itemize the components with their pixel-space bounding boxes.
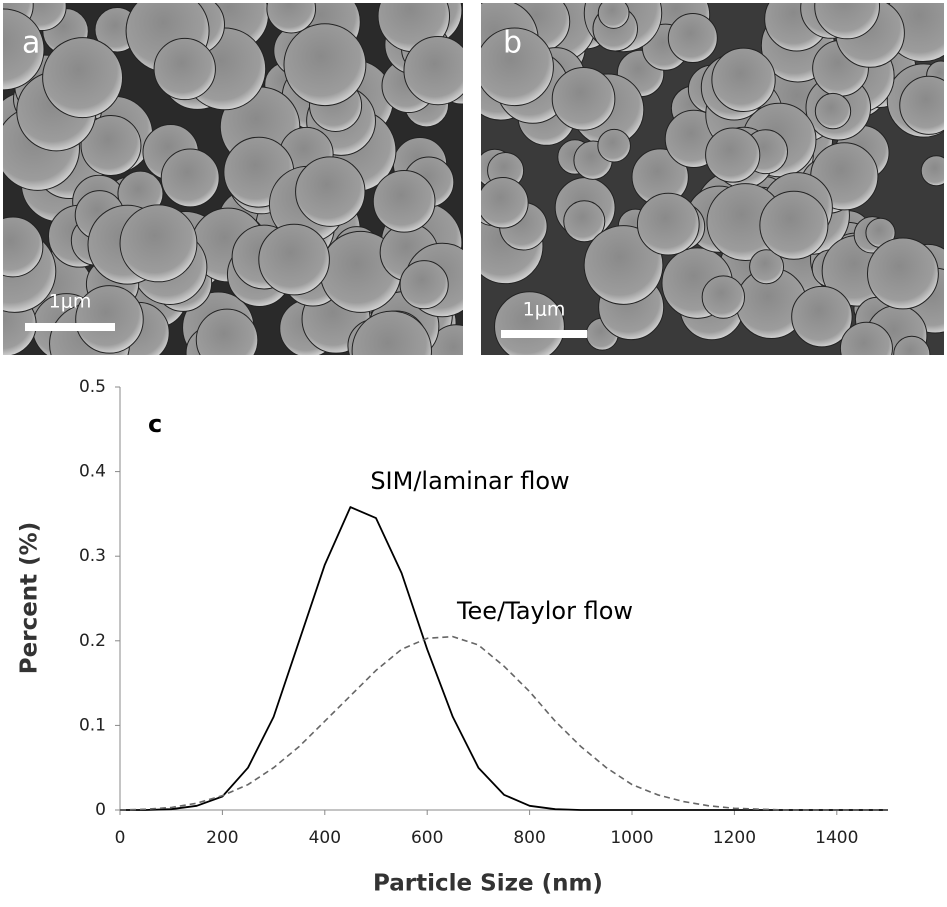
y-tick-label: 0.5 bbox=[79, 377, 106, 397]
particle bbox=[759, 190, 829, 260]
particle bbox=[563, 200, 606, 243]
y-tick-label: 0.2 bbox=[79, 631, 106, 651]
data-line bbox=[119, 635, 888, 811]
y-tick-label: 0.1 bbox=[79, 715, 106, 735]
particle bbox=[266, 3, 317, 34]
particle bbox=[814, 92, 852, 130]
particle bbox=[636, 192, 700, 256]
particle bbox=[583, 225, 664, 305]
scale-bar bbox=[501, 330, 587, 338]
particle bbox=[866, 237, 939, 310]
x-tick-label: 1400 bbox=[815, 828, 858, 848]
particle bbox=[42, 37, 124, 119]
y-tick-label: 0.4 bbox=[79, 462, 106, 482]
particle bbox=[839, 321, 893, 355]
particle bbox=[195, 308, 259, 355]
particle bbox=[597, 3, 630, 29]
sem-image bbox=[481, 3, 944, 355]
particle bbox=[481, 177, 529, 229]
x-tick-label: 600 bbox=[411, 828, 443, 848]
y-tick-label: 0.3 bbox=[79, 546, 106, 566]
particle bbox=[160, 148, 220, 208]
particle bbox=[667, 13, 718, 64]
particle bbox=[372, 169, 436, 233]
panel-label: c bbox=[148, 410, 162, 438]
scale-bar-label: 1μm bbox=[523, 299, 566, 321]
particle bbox=[75, 285, 144, 354]
panel-label: a bbox=[22, 26, 40, 61]
series-label: Tee/Taylor flow bbox=[456, 597, 633, 625]
particle bbox=[597, 128, 631, 163]
particle bbox=[153, 37, 216, 101]
particle bbox=[258, 223, 330, 296]
data-line bbox=[120, 506, 888, 811]
panel-label: b bbox=[503, 26, 522, 61]
scale-bar bbox=[25, 323, 115, 331]
particle bbox=[80, 115, 142, 176]
particle bbox=[551, 66, 616, 131]
x-tick-label: 1000 bbox=[610, 828, 653, 848]
sem-image bbox=[3, 3, 463, 355]
x-tick-label: 200 bbox=[206, 828, 238, 848]
particle bbox=[403, 35, 463, 106]
particle bbox=[283, 23, 367, 107]
particle bbox=[494, 291, 565, 355]
y-tick-label: 0 bbox=[95, 800, 106, 820]
particle bbox=[399, 260, 449, 310]
particle bbox=[899, 75, 944, 135]
particle bbox=[481, 27, 554, 107]
particle bbox=[711, 47, 776, 113]
x-tick-label: 0 bbox=[115, 828, 126, 848]
x-axis-title: Particle Size (nm) bbox=[373, 871, 603, 897]
particle bbox=[295, 156, 366, 227]
particle bbox=[3, 8, 45, 91]
x-tick-label: 400 bbox=[309, 828, 341, 848]
particle bbox=[705, 127, 761, 183]
particle bbox=[351, 310, 432, 355]
particle bbox=[119, 204, 198, 283]
particle bbox=[814, 3, 881, 40]
y-axis-title: Percent (%) bbox=[17, 522, 43, 674]
particle bbox=[701, 275, 746, 319]
x-tick-label: 1200 bbox=[713, 828, 756, 848]
particle bbox=[791, 285, 853, 348]
series-label: SIM/laminar flow bbox=[370, 467, 569, 495]
x-tick-label: 800 bbox=[513, 828, 545, 848]
scale-bar-label: 1μm bbox=[49, 291, 92, 313]
particle bbox=[3, 216, 44, 278]
particle bbox=[920, 155, 944, 187]
particle bbox=[893, 335, 931, 355]
particle bbox=[749, 249, 785, 285]
